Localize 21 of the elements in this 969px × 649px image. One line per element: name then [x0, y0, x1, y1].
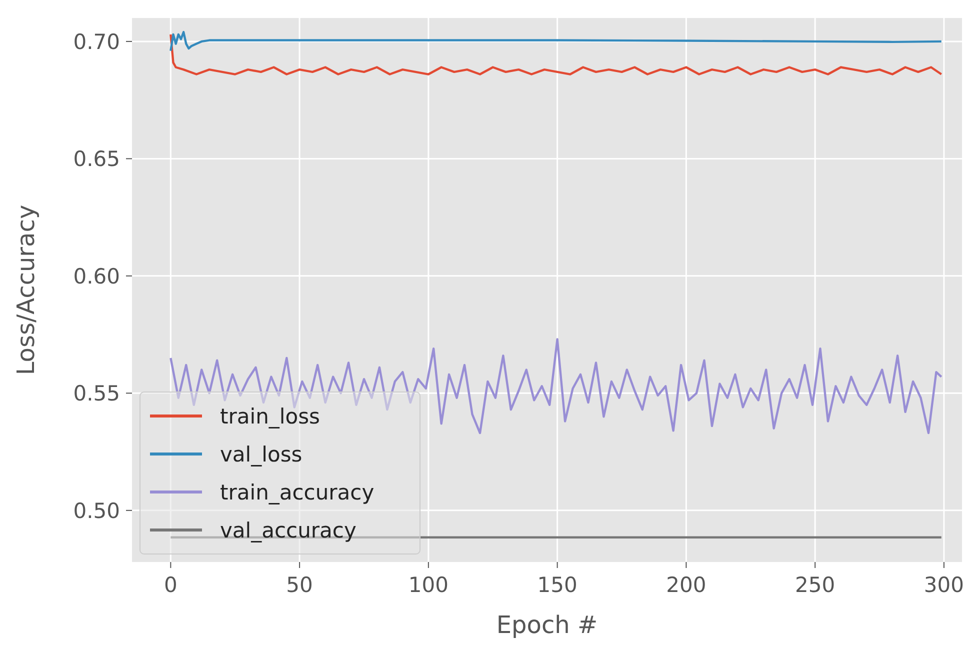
- y-tick-label: 0.70: [73, 30, 120, 54]
- x-tick-label: 300: [924, 573, 964, 597]
- x-tick-label: 0: [164, 573, 178, 597]
- y-axis-title: Loss/Accuracy: [12, 204, 40, 376]
- y-tick-label: 0.55: [73, 382, 120, 406]
- x-tick-label: 200: [666, 573, 706, 597]
- x-tick-label: 100: [408, 573, 448, 597]
- line-series: [170, 33, 942, 76]
- x-tick-label: 150: [537, 573, 578, 597]
- x-tick-label: 50: [286, 573, 313, 597]
- x-axis-title: Epoch #: [496, 611, 598, 639]
- line-series: [170, 338, 942, 434]
- y-tick-label: 0.60: [73, 264, 120, 288]
- line-series: [170, 30, 942, 52]
- legend-label: train_accuracy: [220, 480, 374, 504]
- y-tick-label: 0.65: [73, 147, 120, 172]
- legend-label: train_loss: [220, 404, 320, 428]
- legend-label: val_loss: [220, 442, 302, 466]
- y-tick-label: 0.50: [73, 498, 120, 523]
- x-tick-label: 250: [795, 573, 836, 597]
- legend-label: val_accuracy: [220, 518, 356, 542]
